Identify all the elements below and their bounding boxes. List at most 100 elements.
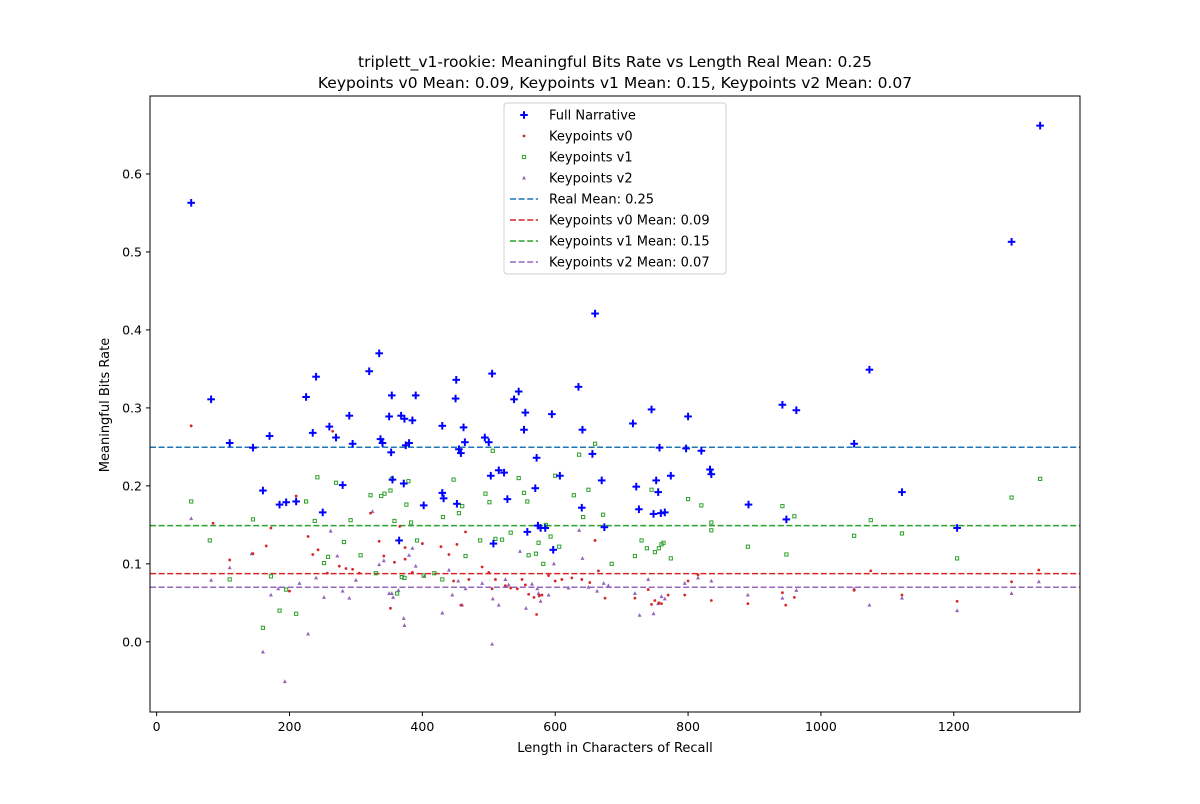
- point-2-3: [250, 517, 256, 522]
- point-3-19: [381, 558, 386, 563]
- legend-label-6: Keypoints v1 Mean: 0.15: [549, 235, 710, 250]
- point-3-45: [535, 586, 540, 591]
- point-2-16: [348, 518, 353, 523]
- point-0-25: [388, 475, 397, 484]
- point-2-22: [388, 488, 393, 493]
- x-axis-label: Length in Characters of Recall: [517, 741, 713, 756]
- point-2-9: [304, 499, 309, 504]
- point-1-51: [570, 576, 574, 580]
- point-1-62: [660, 602, 663, 606]
- point-0-46: [484, 438, 493, 447]
- point-0-32: [408, 416, 417, 425]
- point-0-15: [338, 481, 347, 489]
- point-1-63: [666, 593, 670, 597]
- point-2-26: [399, 575, 404, 580]
- point-0-23: [387, 448, 395, 457]
- legend-marker-2: [521, 154, 527, 160]
- point-3-2: [227, 565, 232, 570]
- point-0-4: [259, 486, 267, 495]
- point-2-59: [577, 452, 582, 457]
- point-2-7: [284, 587, 289, 592]
- point-2-37: [456, 511, 461, 516]
- point-3-14: [340, 588, 345, 593]
- point-1-27: [439, 545, 443, 549]
- point-1-43: [527, 592, 531, 596]
- point-1-20: [389, 606, 392, 610]
- point-2-83: [868, 518, 873, 523]
- x-tick-label-1: 200: [278, 719, 302, 734]
- point-2-20: [379, 493, 384, 499]
- point-2-10: [312, 518, 317, 524]
- point-3-22: [391, 595, 396, 599]
- point-3-35: [463, 586, 468, 591]
- point-2-21: [382, 491, 387, 496]
- point-2-53: [541, 561, 546, 566]
- point-3-63: [662, 596, 667, 601]
- point-3-65: [696, 575, 701, 580]
- point-2-41: [483, 491, 488, 496]
- point-2-34: [440, 577, 445, 582]
- point-3-50: [566, 585, 571, 590]
- point-2-38: [460, 504, 465, 509]
- point-1-13: [337, 564, 341, 568]
- point-0-71: [597, 476, 606, 485]
- point-3-73: [955, 608, 960, 613]
- point-0-83: [667, 471, 675, 480]
- legend-label-7: Keypoints v2 Mean: 0.07: [549, 256, 710, 271]
- point-1-6: [288, 589, 291, 593]
- point-0-3: [249, 443, 257, 452]
- point-2-49: [525, 499, 530, 504]
- axes-frame: [149, 95, 1081, 713]
- y-tick-label-1: 0.1: [122, 556, 142, 571]
- point-0-85: [684, 412, 692, 421]
- legend-marker-1: [522, 134, 526, 138]
- point-0-59: [532, 454, 541, 462]
- point-2-65: [632, 553, 638, 559]
- point-0-19: [375, 349, 383, 358]
- point-3-38: [490, 596, 495, 601]
- point-0-74: [632, 482, 641, 491]
- point-1-49: [553, 579, 557, 583]
- point-0-66: [574, 383, 583, 391]
- point-1-69: [781, 591, 784, 595]
- point-1-15: [351, 567, 355, 571]
- point-3-15: [347, 595, 352, 600]
- point-1-32: [464, 530, 467, 534]
- point-1-60: [653, 599, 657, 602]
- point-3-71: [867, 602, 872, 607]
- point-1-37: [494, 578, 497, 581]
- point-2-30: [408, 520, 414, 525]
- legend-item-2: Keypoints v1: [521, 151, 633, 166]
- point-1-17: [369, 511, 372, 515]
- point-3-56: [606, 583, 611, 588]
- point-0-72: [600, 523, 609, 531]
- point-1-64: [683, 593, 687, 597]
- point-0-86: [697, 446, 706, 455]
- point-2-82: [852, 533, 857, 538]
- point-0-82: [661, 508, 669, 517]
- legend: Full Narrative Keypoints v0 Keypoints v1 Ke…: [503, 102, 727, 275]
- point-0-97: [1007, 238, 1016, 246]
- point-1-26: [420, 542, 424, 545]
- point-1-19: [382, 554, 386, 558]
- point-2-45: [499, 537, 505, 542]
- point-0-7: [282, 498, 290, 507]
- legend-item-7: Keypoints v2 Mean: 0.07: [510, 256, 710, 271]
- point-1-35: [487, 571, 491, 574]
- chart-title-line1: triplett_v1-rookie: Meaningful Bits Rate…: [358, 53, 872, 72]
- point-1-61: [657, 601, 661, 605]
- point-1-23: [403, 546, 407, 549]
- point-0-37: [439, 494, 448, 503]
- point-0-21: [378, 439, 387, 447]
- point-0-87: [706, 465, 714, 474]
- point-1-14: [344, 567, 348, 570]
- point-0-12: [318, 508, 327, 517]
- point-2-60: [581, 514, 586, 520]
- point-2-72: [661, 540, 666, 545]
- point-2-35: [440, 514, 446, 520]
- point-2-42: [487, 500, 492, 505]
- point-2-31: [414, 538, 420, 543]
- point-3-5: [268, 592, 273, 597]
- point-1-59: [650, 602, 653, 606]
- point-0-2: [225, 439, 234, 447]
